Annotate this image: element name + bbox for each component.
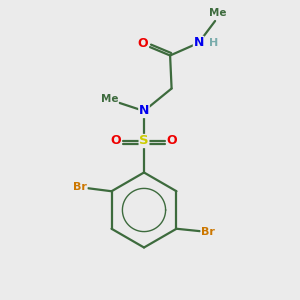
Text: S: S [139, 134, 149, 148]
Text: O: O [111, 134, 122, 148]
Text: Me: Me [101, 94, 118, 104]
Text: N: N [139, 104, 149, 118]
Text: Br: Br [201, 227, 215, 237]
Text: O: O [138, 37, 148, 50]
Text: O: O [167, 134, 177, 148]
Text: Me: Me [209, 8, 226, 19]
Text: Br: Br [73, 182, 87, 192]
Text: H: H [209, 38, 218, 49]
Text: N: N [194, 36, 204, 50]
